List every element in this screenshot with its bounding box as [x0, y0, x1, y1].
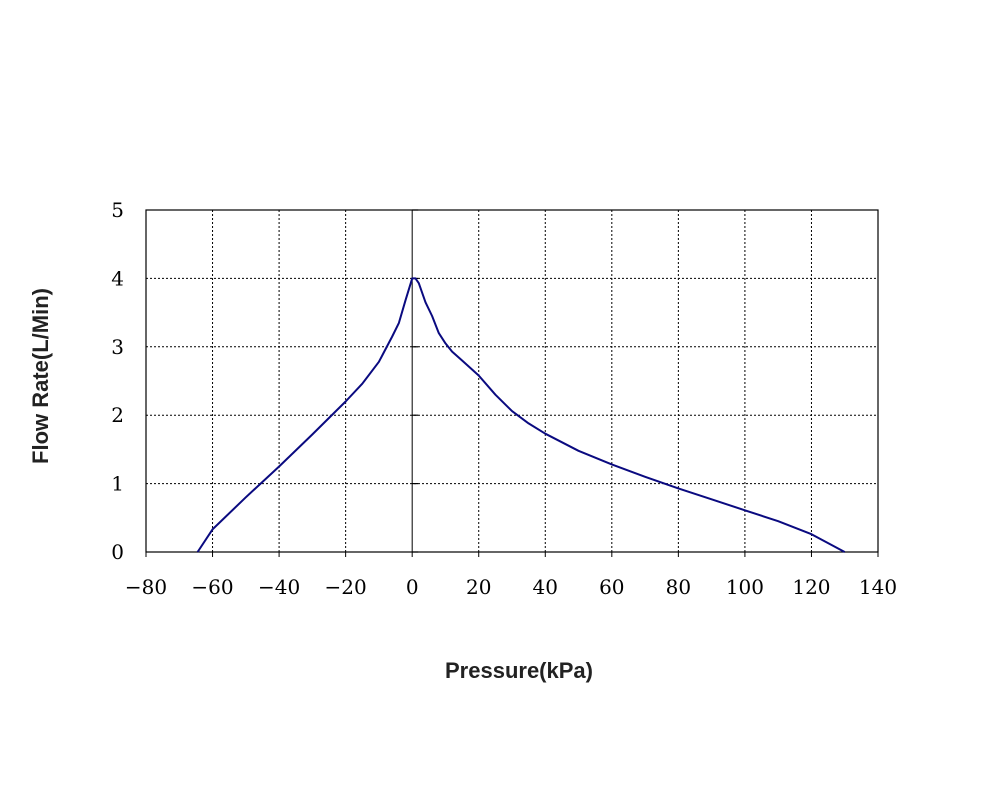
y-tick-label: 3	[111, 335, 124, 359]
x-tick-label: 40	[533, 575, 558, 599]
x-tick-label: 20	[466, 575, 491, 599]
x-tick-label: −40	[258, 575, 300, 599]
x-tick-label: −20	[325, 575, 367, 599]
x-tick-label: 140	[859, 575, 897, 599]
x-tick-label: 60	[599, 575, 624, 599]
x-tick-label: 0	[406, 575, 419, 599]
axes	[145, 209, 879, 557]
x-tick-label: 120	[792, 575, 830, 599]
y-tick-label: 4	[111, 266, 124, 290]
y-tick-label: 2	[111, 403, 124, 427]
plot-frame	[145, 209, 879, 553]
grid	[146, 210, 878, 552]
x-tick-label: 80	[666, 575, 691, 599]
y-tick-label: 1	[111, 472, 124, 496]
x-tick-label: 100	[726, 575, 764, 599]
y-tick-label: 0	[111, 540, 124, 564]
tick-labels: −80 −60 −40 −20 0 20 40 60 80 100 120 140 0 1 2 3 4 5	[111, 198, 897, 599]
flow-rate-series-line	[196, 277, 846, 553]
series	[196, 277, 846, 553]
y-axis-label: Flow Rate(L/Min)	[28, 288, 53, 464]
y-tick-label: 5	[111, 198, 124, 222]
x-tick-label: −60	[191, 575, 233, 599]
x-axis-label: Pressure(kPa)	[445, 658, 593, 683]
x-tick-label: −80	[125, 575, 167, 599]
